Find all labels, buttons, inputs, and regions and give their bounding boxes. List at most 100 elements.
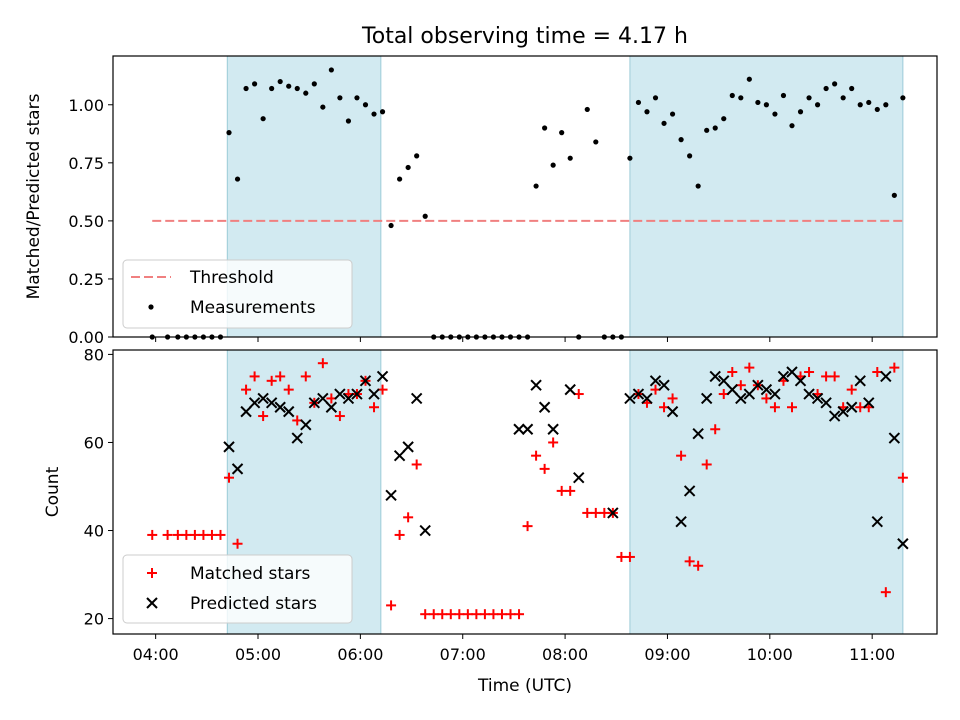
- x-tick-label: 10:00: [747, 645, 793, 664]
- legend-box: [122, 554, 353, 624]
- matched-point: [334, 411, 345, 422]
- measurement-point: [584, 106, 590, 113]
- measurement-point: [866, 99, 872, 106]
- matched-point: [667, 393, 678, 404]
- measurement-point: [772, 111, 778, 117]
- cross-stroke: [538, 401, 551, 413]
- predicted-point: [700, 392, 713, 405]
- predicted-point: [351, 388, 363, 400]
- measurement-point: [303, 90, 309, 96]
- cross-stroke: [248, 397, 261, 409]
- cross-stroke: [675, 516, 687, 528]
- matched-point: [531, 450, 542, 461]
- matched-point: [283, 384, 294, 395]
- cross-stroke: [283, 405, 295, 418]
- y-tick-label: 20: [84, 610, 104, 629]
- cross-stroke: [683, 485, 696, 497]
- cross-stroke: [897, 538, 909, 550]
- y-tick-label: 1.00: [68, 96, 104, 115]
- measurement-point: [388, 222, 394, 229]
- cross-stroke: [718, 375, 730, 387]
- cross-stroke: [419, 524, 431, 537]
- cross-stroke: [317, 392, 329, 405]
- cross-stroke: [393, 449, 406, 462]
- predicted-point: [359, 375, 372, 387]
- cross-stroke: [743, 388, 756, 400]
- measurement-point: [806, 95, 812, 101]
- cross-stroke: [385, 489, 397, 502]
- observing-window-1: [629, 350, 903, 634]
- predicted-point: [811, 392, 824, 405]
- cross-stroke: [530, 379, 542, 391]
- cross-stroke: [888, 432, 901, 444]
- matched-point: [889, 362, 900, 373]
- x-tick-label: 09:00: [644, 645, 690, 664]
- predicted-point: [419, 524, 431, 537]
- y-tick-label: 0.25: [68, 270, 104, 289]
- cross-stroke: [649, 375, 662, 387]
- predicted-point: [624, 392, 636, 405]
- cross-stroke: [325, 401, 338, 413]
- x-tick-label: 06:00: [337, 645, 383, 664]
- plot-frame: [112, 349, 938, 635]
- predicted-point: [743, 388, 756, 400]
- matched-point: [241, 384, 252, 395]
- measurement-point: [286, 83, 292, 89]
- measurement-point: [354, 95, 360, 101]
- matched-point: [590, 507, 601, 518]
- measurement-point: [397, 176, 403, 182]
- predicted-point: [607, 507, 619, 519]
- measurement-point: [883, 102, 889, 108]
- predicted-point: [820, 397, 832, 409]
- matched-point: [769, 402, 780, 413]
- measurement-point: [823, 85, 829, 92]
- y-tick-label: 0.75: [68, 154, 104, 173]
- matched-point: [249, 371, 260, 382]
- matched-point: [727, 367, 738, 378]
- cross-stroke: [752, 379, 764, 391]
- predicted-point: [871, 516, 883, 528]
- predicted-point: [828, 410, 841, 422]
- measurement-point: [704, 127, 710, 133]
- cross-stroke: [410, 392, 423, 405]
- x-tick-label: 05:00: [235, 645, 281, 664]
- matched-point: [275, 371, 286, 382]
- x-tick-label: 08:00: [542, 645, 588, 664]
- measurement-point: [269, 85, 275, 92]
- matched-point: [258, 411, 269, 422]
- predicted-point: [888, 432, 901, 444]
- legend-matched-label: Matched stars: [190, 564, 310, 584]
- matched-point: [317, 358, 328, 369]
- measurement-point: [755, 99, 761, 106]
- top-panel: 0.00 0.25 0.50 0.75 1.00 Matched/Predicted st…: [24, 55, 938, 347]
- predicted-point: [564, 383, 576, 396]
- predicted-point: [692, 427, 704, 440]
- cross-stroke: [692, 427, 704, 440]
- measurement-point: [550, 162, 556, 168]
- matched-point: [804, 367, 815, 378]
- predicted-point: [231, 463, 244, 475]
- cross-stroke: [351, 388, 363, 400]
- matched-point: [599, 507, 610, 518]
- measurement-point: [294, 85, 300, 92]
- cross-stroke: [573, 471, 585, 484]
- measurement-point: [243, 85, 249, 92]
- matched-point: [701, 459, 712, 470]
- predicted-point: [718, 375, 730, 387]
- predicted-point: [410, 392, 423, 405]
- y-tick-label: 60: [84, 433, 104, 452]
- matched-point: [488, 609, 499, 620]
- measurement-point: [763, 102, 769, 108]
- predicted-point: [521, 423, 534, 435]
- predicted-point: [248, 397, 261, 409]
- matched-point: [684, 556, 695, 567]
- measurement-point: [840, 95, 846, 101]
- cross-stroke: [769, 388, 781, 400]
- cross-stroke: [845, 401, 858, 413]
- matched-point: [829, 371, 840, 382]
- predicted-point: [845, 401, 858, 413]
- cross-stroke: [342, 392, 355, 405]
- predicted-point: [334, 388, 346, 400]
- predicted-point: [854, 375, 866, 387]
